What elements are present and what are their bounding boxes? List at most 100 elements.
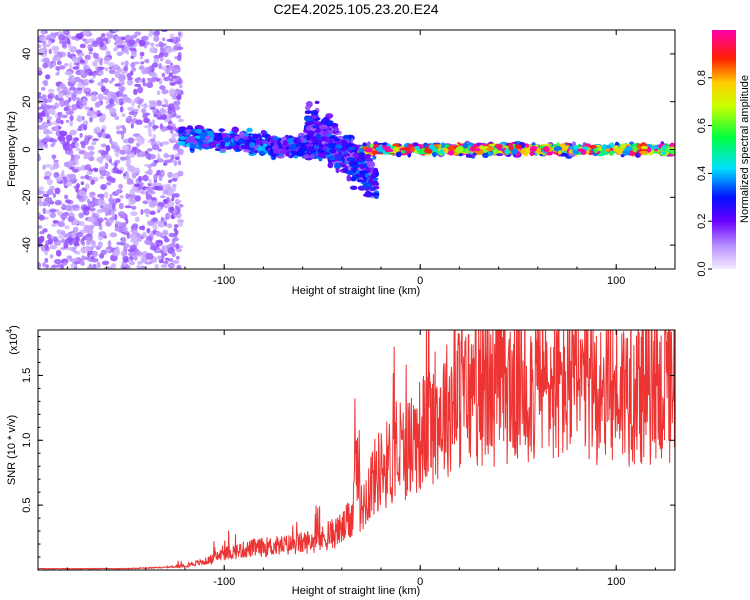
spectrogram-cell [85, 235, 93, 242]
spectrogram-cell [373, 186, 380, 190]
spectrogram-cell [154, 263, 159, 269]
spectrogram-cell [58, 65, 66, 70]
y-tick-label: 0 [21, 146, 33, 152]
spectrogram-cell [131, 205, 137, 210]
spectrogram-cell [149, 79, 156, 83]
spectrogram-cell [401, 147, 410, 151]
spectrogram-cell [47, 88, 55, 93]
spectrogram-cell [488, 151, 493, 157]
spectrogram-cell [72, 168, 79, 173]
spectrogram-cell [173, 143, 180, 149]
spectrogram-cell [39, 36, 47, 42]
spectrogram-cell [200, 133, 205, 141]
spectrogram-cell [372, 167, 379, 175]
spectrogram-cell [56, 86, 61, 92]
spectrogram-cell [252, 133, 259, 140]
y-tick-label: 1.0 [21, 433, 33, 448]
spectrogram-cell [42, 62, 49, 69]
spectrogram-cell [163, 204, 170, 209]
spectrogram-cell [101, 33, 106, 38]
spectrogram-cell [131, 100, 135, 107]
spectrogram-cell [165, 46, 174, 54]
spectrogram-cell [88, 224, 95, 230]
spectrogram-cell [82, 98, 87, 105]
spectrogram-cell [112, 95, 117, 101]
spectrogram-cell [104, 67, 109, 72]
spectrogram-cell [149, 30, 153, 35]
spectrogram-cell [137, 238, 142, 242]
spectrogram-cell [142, 82, 147, 87]
spectrogram-cell [168, 88, 176, 96]
spectrogram-cell [114, 83, 122, 87]
spectrogram-cell [46, 98, 53, 103]
spectrogram-cell [65, 110, 74, 116]
spectrogram-cell [163, 51, 169, 58]
spectrogram-cell [121, 226, 128, 233]
y-tick-label: -20 [21, 189, 33, 205]
x-tick-label: -100 [213, 275, 235, 287]
spectrogram-cell [58, 130, 67, 137]
spectrogram-cell [91, 91, 99, 96]
spectrogram-cell [168, 103, 175, 110]
spectrogram-cell [64, 71, 73, 76]
spectrogram-cell [69, 247, 74, 251]
spectrogram-cell [131, 223, 139, 229]
spectrogram-cell [231, 126, 239, 134]
spectrogram-cell [68, 97, 72, 102]
spectrogram-cell [201, 143, 210, 148]
spectrogram-cell [134, 61, 140, 65]
spectrogram-cell [161, 89, 169, 95]
spectrogram-cell [163, 160, 172, 164]
spectrogram-cell [80, 247, 88, 254]
spectrogram-cell [137, 176, 142, 183]
spectrogram-cell [123, 243, 130, 249]
spectrogram-cell [54, 199, 62, 206]
spectrogram-cell [151, 218, 158, 222]
spectrogram-cell [38, 214, 45, 221]
spectrogram-cell [272, 156, 277, 160]
spectrogram-cell [78, 221, 82, 225]
spectrogram-cell [169, 139, 177, 143]
spectrogram-cell [109, 232, 118, 238]
spectrogram-cell [111, 144, 116, 150]
spectrogram-cell [46, 178, 54, 186]
spectrogram-cell [169, 33, 175, 39]
spectrogram-cell [223, 137, 230, 143]
spectrogram-cell [142, 231, 147, 238]
spectrogram-cell [38, 236, 45, 243]
spectrogram-cell [104, 217, 108, 221]
spectrogram-cell [66, 38, 71, 45]
spectrogram-cell [346, 174, 352, 182]
spectrogram-cell [44, 164, 52, 168]
spectrogram-cell [105, 32, 114, 37]
spectrogram-cell [69, 86, 77, 91]
spectrogram-cell [97, 209, 103, 213]
spectrogram-cell [109, 193, 113, 201]
spectrogram-cell [102, 131, 106, 139]
spectrogram-cell [152, 76, 157, 81]
spectrogram-cell [45, 111, 49, 116]
spectrogram-cell [469, 145, 477, 152]
spectrogram-cell [108, 209, 112, 216]
spectrogram-cell [97, 217, 104, 223]
spectrogram-cell [149, 210, 156, 215]
spectrogram-cell [146, 228, 150, 234]
spectrogram-cell [79, 260, 85, 266]
colorbar-ticks: 0.0 0.2 0.4 0.6 0.8 [696, 70, 712, 277]
spectrogram-cell [178, 221, 184, 228]
spectrogram-cell [50, 223, 58, 227]
spectrogram-cell [55, 176, 62, 182]
spectrogram-cell [494, 143, 503, 149]
spectrogram-cell [150, 183, 157, 187]
spectrogram-cell [140, 209, 144, 215]
spectrogram-cell [90, 257, 99, 263]
spectrogram-cell [177, 31, 182, 37]
spectrogram-cell [64, 199, 71, 204]
spectrogram-cell [72, 66, 80, 70]
spectrogram-cell [48, 48, 52, 55]
spectrogram-cell [44, 196, 53, 203]
spectrogram-cell [71, 258, 79, 262]
spectrogram-cell [128, 47, 137, 51]
spectrogram-cell [113, 166, 117, 171]
spectrogram-cell [131, 67, 137, 72]
